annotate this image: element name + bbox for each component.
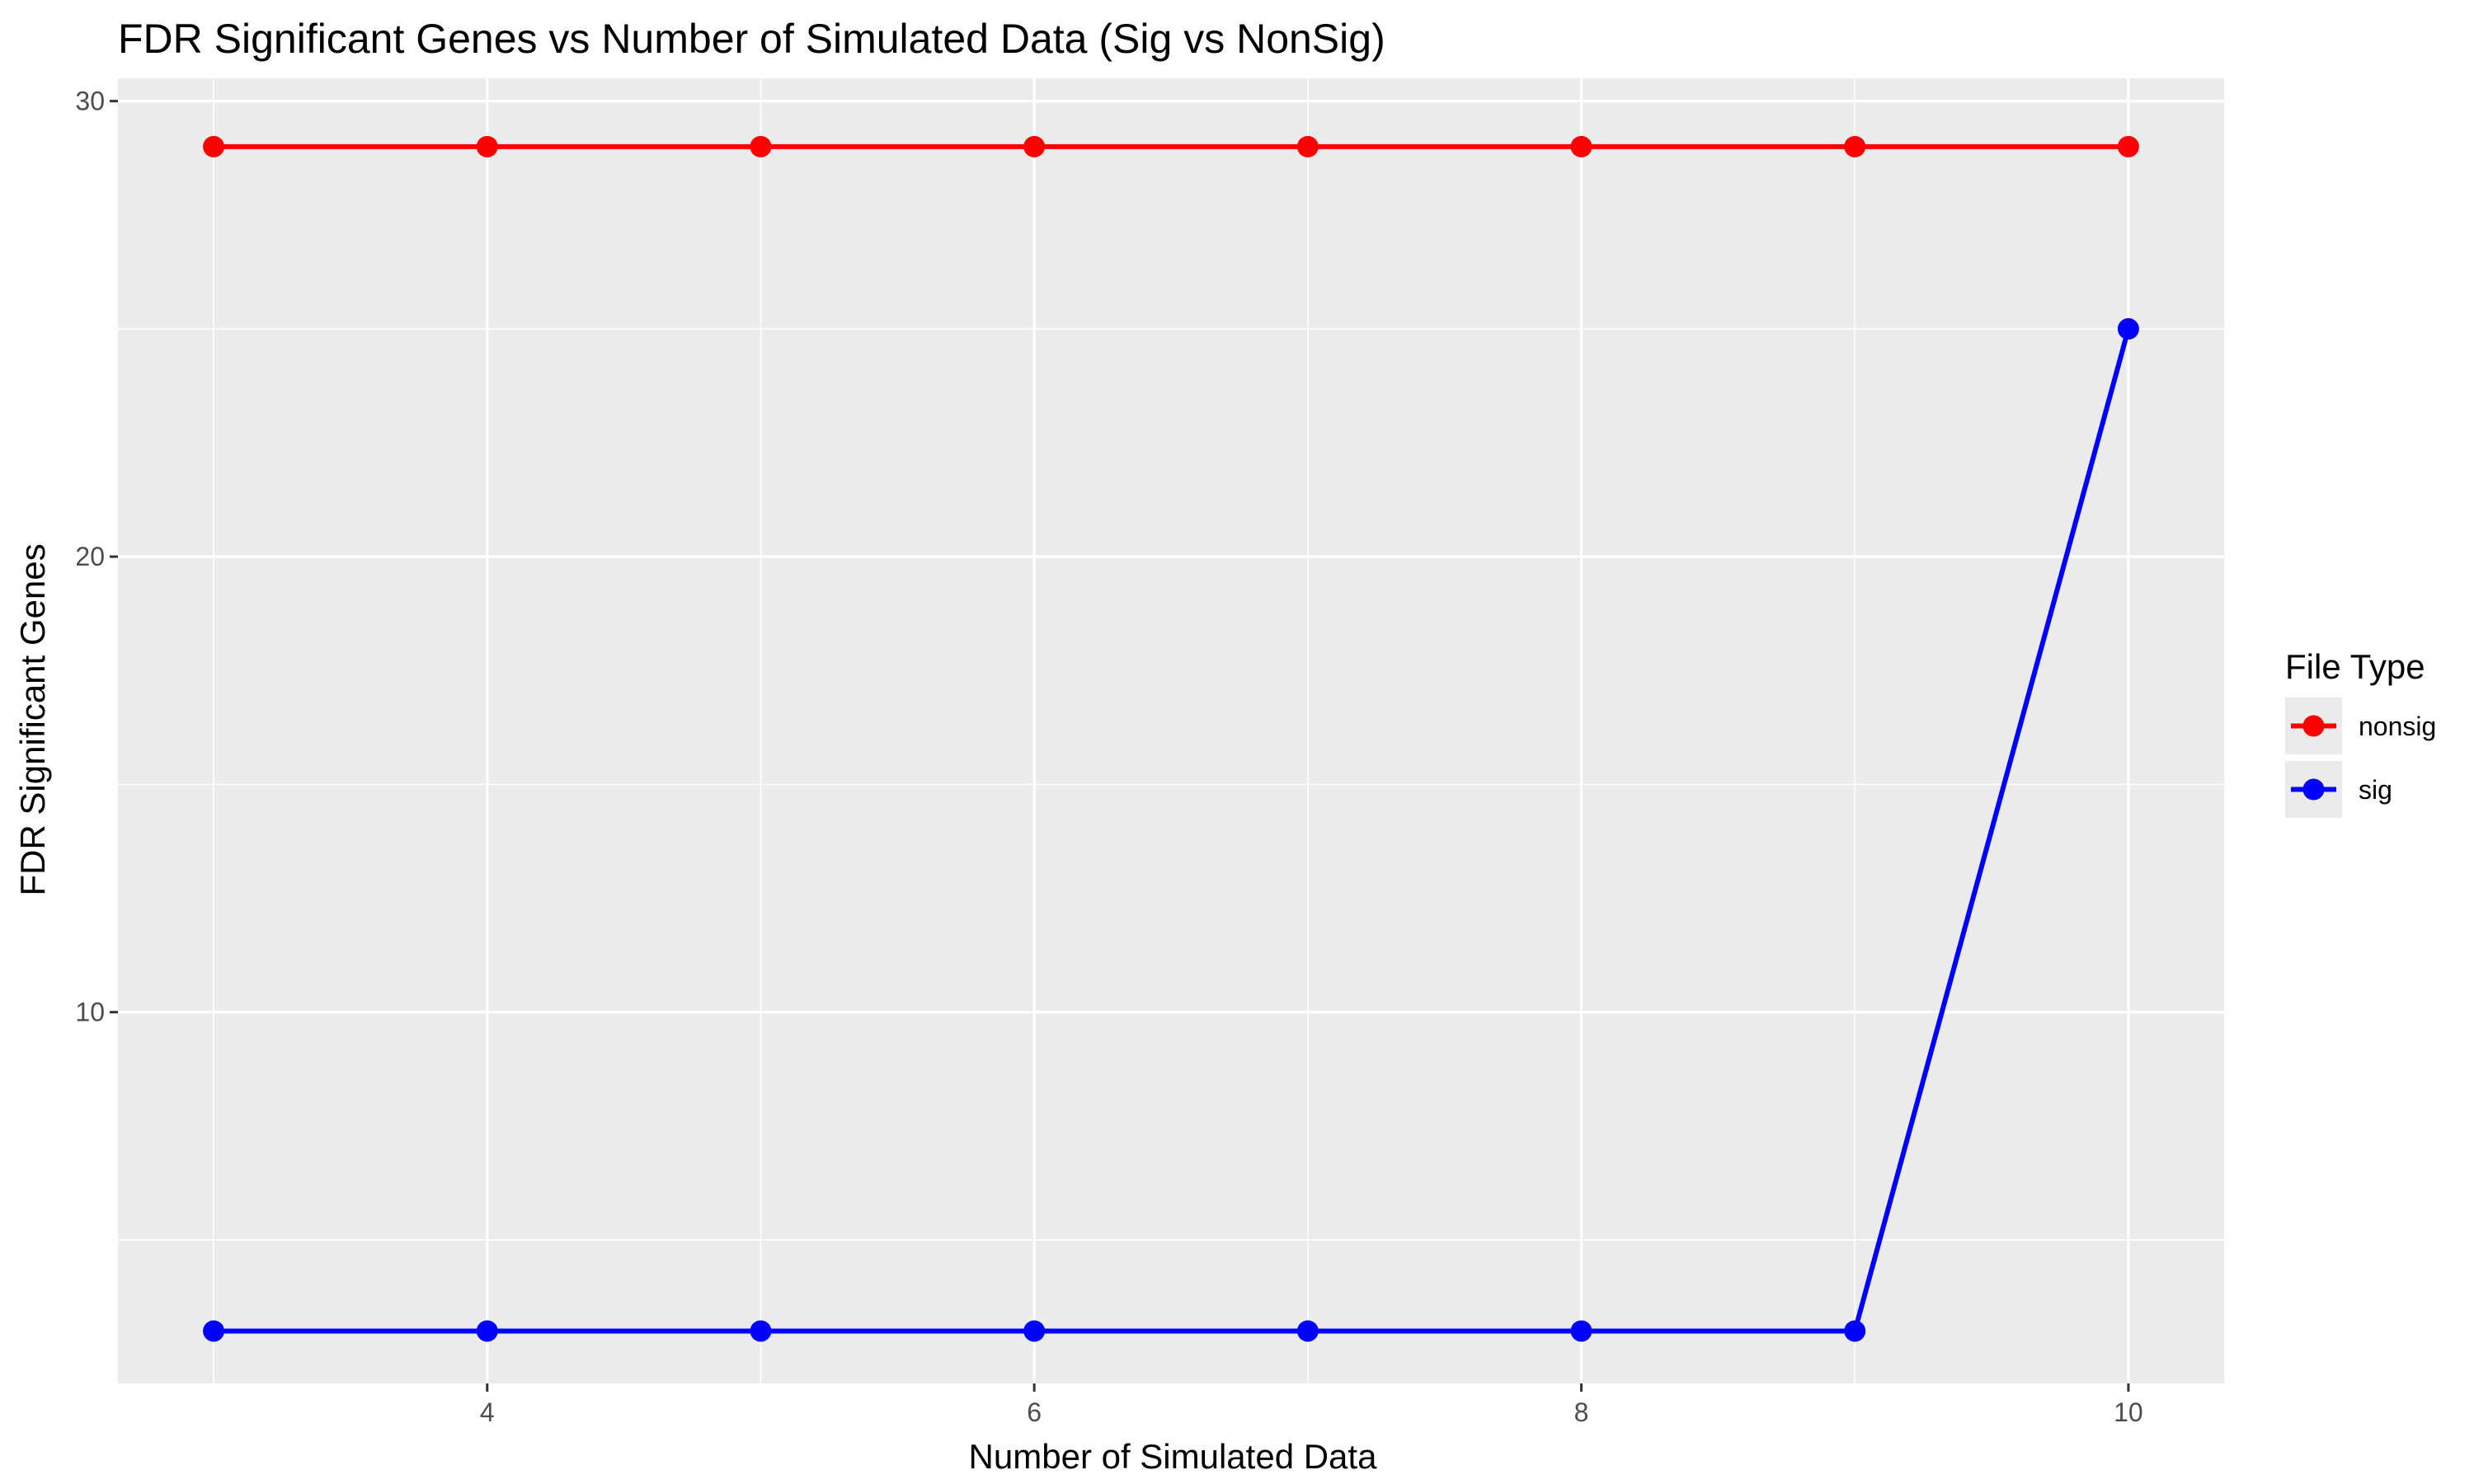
legend-title: File Type (2285, 647, 2425, 686)
axis-ticks (110, 100, 2130, 1392)
grid-major-lines (118, 78, 2224, 1383)
series-point-nonsig-5 (750, 135, 772, 157)
tick-labels: 10 20 30 4 6 8 10 (75, 87, 2142, 1427)
series-point-nonsig-8 (1570, 135, 1592, 157)
series-point-sig-6 (1023, 1320, 1046, 1342)
series-point-nonsig-9 (1844, 135, 1866, 157)
series-point-sig-10 (2117, 317, 2139, 340)
series-point-nonsig-4 (476, 135, 498, 157)
legend-label-nonsig: nonsig (2359, 711, 2436, 741)
x-tick-label-8: 8 (1574, 1397, 1589, 1427)
plot-panel (118, 78, 2224, 1383)
y-tick-label-30: 30 (75, 87, 105, 116)
legend-key-point-nonsig (2302, 715, 2325, 737)
legend-key-point-sig (2302, 778, 2325, 801)
series-point-nonsig-3 (203, 135, 225, 157)
series-line-sig (214, 328, 2131, 1334)
series-point-sig-7 (1296, 1320, 1319, 1342)
series-point-sig-4 (476, 1320, 498, 1342)
series-point-sig-3 (203, 1320, 225, 1342)
x-tick-label-6: 6 (1027, 1397, 1042, 1427)
y-tick-label-10: 10 (75, 998, 105, 1027)
series-layer (203, 135, 2139, 1342)
y-tick-label-20: 20 (75, 542, 105, 571)
x-tick-label-4: 4 (480, 1397, 495, 1427)
series-point-nonsig-6 (1023, 135, 1046, 157)
series-point-sig-5 (750, 1320, 772, 1342)
legend-label-sig: sig (2359, 775, 2392, 805)
series-point-nonsig-7 (1296, 135, 1319, 157)
x-tick-label-10: 10 (2114, 1397, 2143, 1427)
series-point-sig-8 (1570, 1320, 1592, 1342)
grid-minor-lines (118, 78, 2224, 1383)
series-point-sig-9 (1844, 1320, 1866, 1342)
legend: File Type nonsig sig (2285, 647, 2436, 818)
chart-title: FDR Significant Genes vs Number of Simul… (118, 16, 1385, 62)
x-axis-label: Number of Simulated Data (969, 1437, 1378, 1476)
series-point-nonsig-10 (2117, 135, 2139, 157)
y-axis-label: FDR Significant Genes (13, 543, 52, 895)
